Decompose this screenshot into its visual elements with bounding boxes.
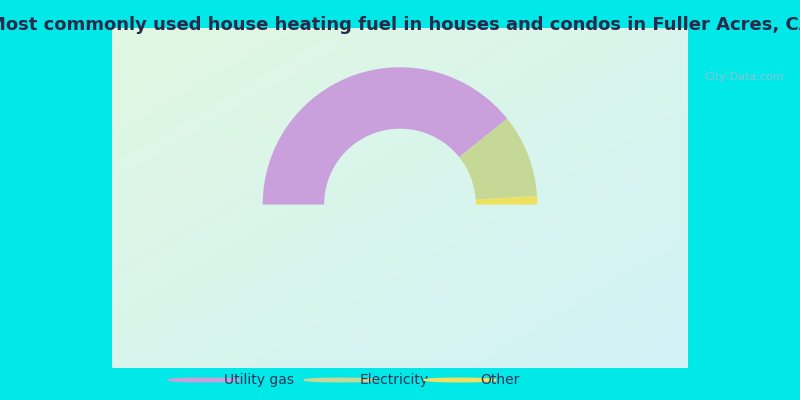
Wedge shape — [262, 67, 507, 204]
Wedge shape — [459, 119, 537, 200]
Text: Electricity: Electricity — [360, 373, 429, 387]
Circle shape — [424, 378, 496, 382]
Circle shape — [304, 378, 376, 382]
Text: City-Data.com: City-Data.com — [704, 72, 784, 82]
Wedge shape — [476, 196, 538, 204]
Text: Other: Other — [480, 373, 519, 387]
Text: Utility gas: Utility gas — [224, 373, 294, 387]
Circle shape — [168, 378, 240, 382]
Text: Most commonly used house heating fuel in houses and condos in Fuller Acres, CA: Most commonly used house heating fuel in… — [0, 16, 800, 34]
